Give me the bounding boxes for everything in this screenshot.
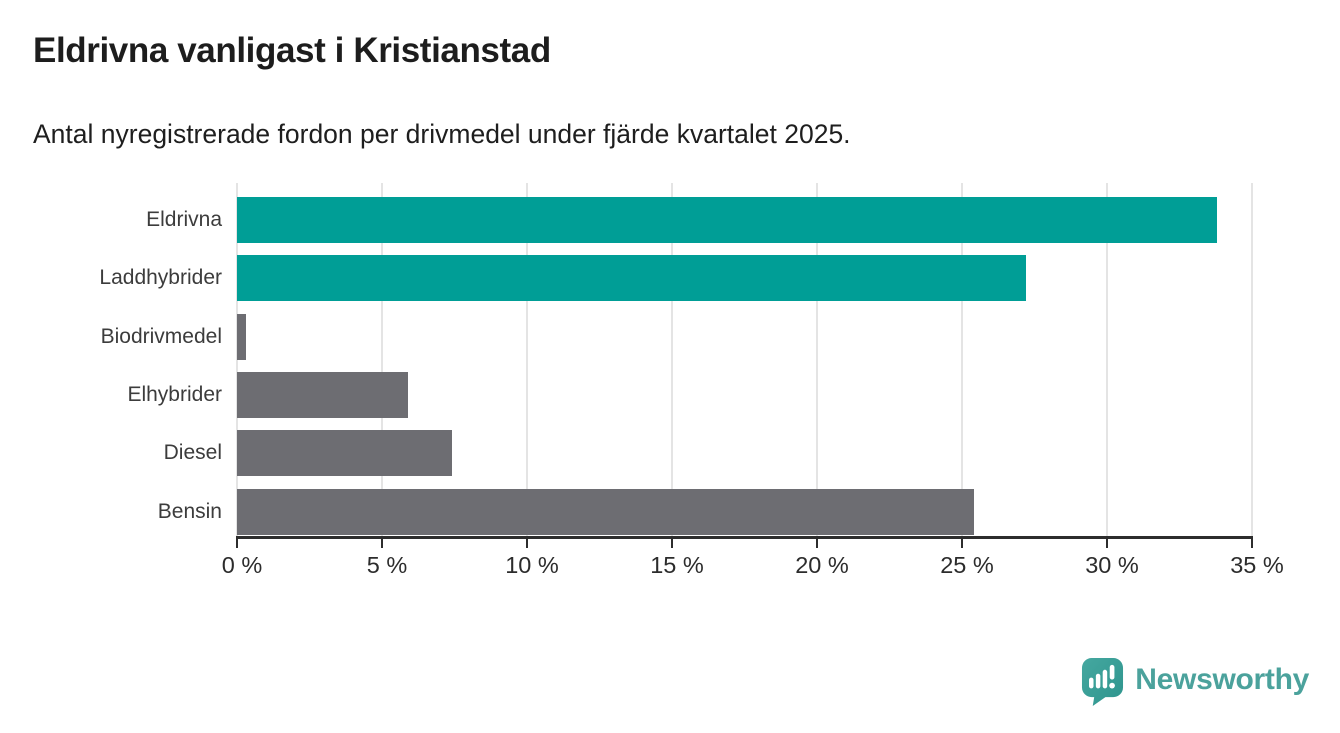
tick-mark bbox=[961, 539, 963, 548]
category-label: Elhybrider bbox=[127, 383, 222, 407]
tick-mark bbox=[816, 539, 818, 548]
page-title: Eldrivna vanligast i Kristianstad bbox=[33, 31, 551, 70]
newsworthy-logo-icon bbox=[1082, 658, 1124, 706]
tick-mark bbox=[671, 539, 673, 548]
bar-laddhybrider bbox=[237, 255, 1026, 302]
tick-label: 20 % bbox=[795, 552, 849, 578]
bar-chart-plot-area bbox=[236, 183, 1253, 537]
gridline bbox=[816, 183, 818, 537]
tick-label: 35 % bbox=[1230, 552, 1284, 578]
category-label: Biodrivmedel bbox=[100, 324, 222, 348]
bar-diesel bbox=[237, 430, 452, 477]
gridline bbox=[381, 183, 383, 537]
tick-mark bbox=[236, 539, 238, 548]
chart-subtitle: Antal nyregistrerade fordon per drivmede… bbox=[33, 119, 851, 149]
tick-label: 30 % bbox=[1085, 552, 1139, 578]
x-axis-line bbox=[236, 536, 1253, 539]
tick-mark bbox=[1251, 539, 1253, 548]
tick-label: 25 % bbox=[940, 552, 994, 578]
tick-mark bbox=[526, 539, 528, 548]
gridline bbox=[671, 183, 673, 537]
tick-label: 10 % bbox=[505, 552, 559, 578]
gridline bbox=[236, 183, 238, 537]
bar-bensin bbox=[237, 488, 974, 535]
bar-eldrivna bbox=[237, 197, 1218, 243]
gridline bbox=[961, 183, 963, 537]
tick-label: 15 % bbox=[650, 552, 704, 578]
category-label: Diesel bbox=[163, 441, 222, 465]
category-label: Laddhybrider bbox=[99, 266, 222, 290]
bar-elhybrider bbox=[237, 372, 409, 419]
category-label: Eldrivna bbox=[146, 208, 222, 231]
tick-label: 0 % bbox=[221, 552, 263, 578]
tick-mark bbox=[381, 539, 383, 548]
tick-mark bbox=[1106, 539, 1108, 548]
category-label: Bensin bbox=[157, 499, 222, 523]
bar-biodrivmedel bbox=[237, 313, 246, 360]
gridline bbox=[1251, 183, 1253, 537]
gridline bbox=[526, 183, 528, 537]
brand-footer: Newsworthy bbox=[1081, 657, 1309, 707]
tick-label: 5 % bbox=[366, 552, 408, 578]
gridline bbox=[1106, 183, 1108, 537]
brand-name: Newsworthy bbox=[1135, 662, 1309, 696]
